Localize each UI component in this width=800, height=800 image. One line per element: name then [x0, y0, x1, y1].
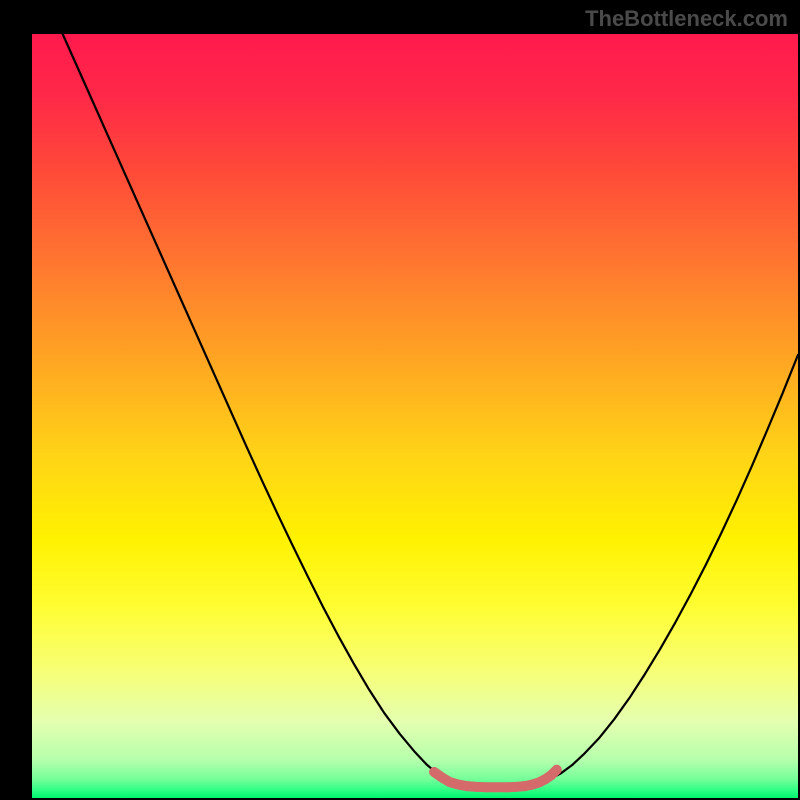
valley-marker [481, 782, 491, 792]
valley-marker [471, 782, 481, 792]
watermark-text: TheBottleneck.com [585, 6, 788, 32]
plot-background [32, 34, 798, 798]
valley-marker [552, 765, 562, 775]
chart-container: TheBottleneck.com [0, 0, 800, 800]
valley-marker [452, 779, 462, 789]
bottleneck-curve-plot [32, 34, 798, 798]
valley-marker [462, 781, 472, 791]
valley-marker [491, 782, 501, 792]
valley-marker [502, 782, 512, 792]
